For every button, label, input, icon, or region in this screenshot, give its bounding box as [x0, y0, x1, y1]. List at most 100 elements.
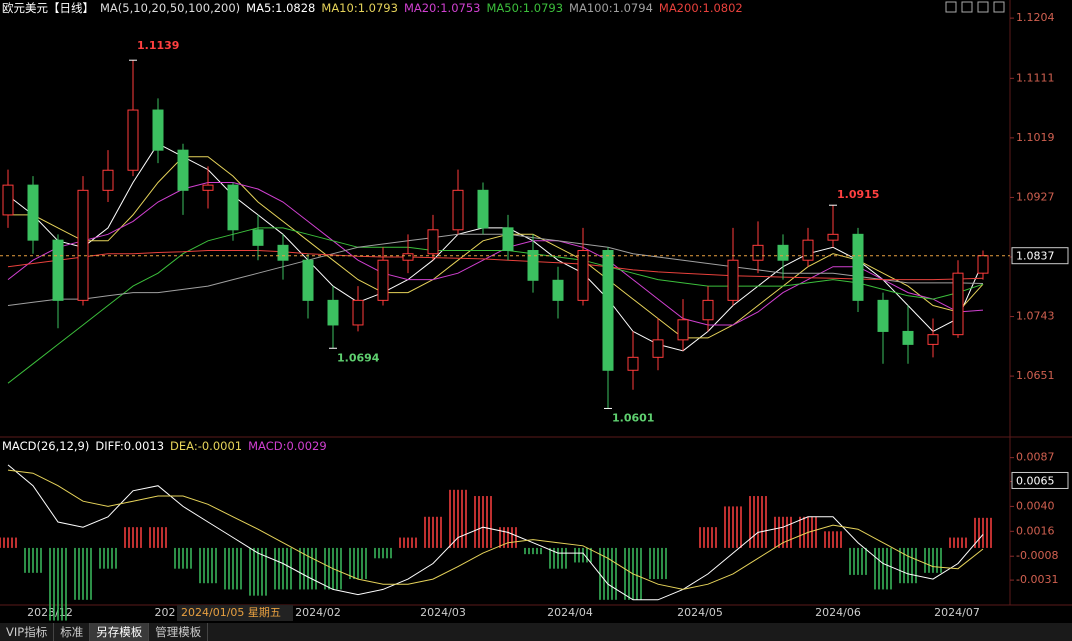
candle-body: [627, 356, 639, 371]
x-tick-label: 2024/05: [677, 606, 723, 619]
extreme-label: 1.0601: [612, 411, 654, 424]
tab[interactable]: 标准: [54, 623, 91, 641]
last-price-label: 1.0837: [1016, 250, 1055, 263]
candle-body: [702, 299, 714, 321]
candle-body: [202, 184, 214, 191]
candle-body: [477, 189, 489, 229]
cursor-value-box: [1011, 471, 1069, 489]
indicator-name: MA(5,10,20,50,100,200): [100, 1, 241, 15]
tab[interactable]: 管理模板: [149, 623, 209, 641]
legend-entry: MA10:1.0793: [321, 1, 398, 15]
candle-body: [302, 259, 314, 301]
legend-entry: MA50:1.0793: [486, 1, 564, 15]
ma-line: [7, 182, 984, 326]
candle-body: [577, 250, 589, 301]
candle-body: [277, 244, 289, 261]
candle-body: [777, 244, 789, 261]
candle-body: [427, 229, 439, 255]
candle-body: [377, 259, 389, 301]
candle-body: [727, 259, 739, 301]
legend-entry: DEA:-0.0001: [170, 439, 243, 453]
candle-body: [152, 109, 164, 151]
last-price-box: [1011, 247, 1069, 265]
cursor-label: 2024/01/05 星期五: [181, 606, 281, 619]
window-icons: [945, 1, 1005, 13]
candle-body: [527, 250, 539, 281]
extreme-label: 1.1139: [137, 39, 179, 52]
icon[interactable]: [977, 1, 989, 13]
y-tick-label: 0.0016: [1016, 524, 1055, 537]
ma-line: [7, 143, 984, 352]
x-tick-label: 202: [155, 606, 176, 619]
candle-body: [2, 184, 14, 216]
y-tick-label: 1.0743: [1016, 310, 1055, 323]
candle-body: [127, 109, 139, 171]
candle-body: [602, 250, 614, 371]
icon[interactable]: [961, 1, 973, 13]
macd-title: MACD(26,12,9): [2, 439, 90, 453]
candle-body: [27, 184, 39, 241]
candle-body: [877, 299, 889, 332]
cursor-value-label: 0.0065: [1016, 474, 1055, 487]
legend-entry: MA5:1.0828: [246, 1, 316, 15]
y-tick-label: 0.0040: [1016, 499, 1055, 512]
y-tick-label: -0.0008: [1016, 549, 1058, 562]
candle-body: [77, 189, 89, 301]
ma-line: [7, 233, 984, 306]
candle-body: [677, 319, 689, 341]
legend-entry: MA200:1.0802: [658, 1, 743, 15]
icon[interactable]: [993, 1, 1005, 13]
macd-line: [7, 469, 984, 590]
icon[interactable]: [945, 1, 957, 13]
candle-body: [652, 339, 664, 358]
candle-body: [177, 149, 189, 191]
candle-body: [452, 189, 464, 231]
candle-body: [952, 272, 964, 336]
ma-line: [7, 250, 984, 281]
y-tick-label: 1.1204: [1016, 11, 1055, 24]
candle-body: [352, 299, 364, 326]
candle-body: [802, 239, 814, 261]
candle-body: [752, 244, 764, 261]
candle-body: [827, 233, 839, 241]
macd-header: MACD(26,12,9) DIFF:0.0013 DEA:-0.0001 MACD…: [2, 438, 327, 454]
candle-body: [977, 255, 989, 274]
candle-body: [852, 233, 864, 301]
ma-line: [7, 227, 984, 384]
x-tick-label: 2024/07: [934, 606, 980, 619]
y-tick-label: 1.0651: [1016, 369, 1055, 382]
tab[interactable]: 另存模板: [90, 623, 150, 641]
x-tick-label: 2024/04: [547, 606, 593, 619]
price-header: 欧元美元【日线】 MA(5,10,20,50,100,200) MA5:1.08…: [2, 0, 743, 16]
candle-body: [927, 334, 939, 345]
candle-body: [52, 239, 64, 301]
y-tick-label: 1.1019: [1016, 131, 1055, 144]
tab[interactable]: VIP指标: [0, 623, 55, 641]
y-tick-label: 1.0927: [1016, 190, 1055, 203]
extreme-label: 1.0915: [837, 188, 879, 201]
legend-entry: MA100:1.0794: [569, 1, 653, 15]
y-tick-label: 1.1111: [1016, 71, 1055, 84]
extreme-label: 1.0694: [337, 351, 380, 364]
x-tick-label: 2024/02: [295, 606, 341, 619]
y-tick-label: -0.0031: [1016, 573, 1058, 586]
candle-body: [502, 227, 514, 252]
ma-line: [8, 156, 984, 339]
x-tick-label: 2024/06: [815, 606, 861, 619]
candle-body: [552, 279, 564, 301]
cursor-tag: [177, 605, 293, 621]
candle-body: [327, 299, 339, 326]
candle-body: [102, 169, 114, 191]
legend-entry: MA20:1.0753: [403, 1, 481, 15]
candle-body: [902, 330, 914, 345]
legend-entry: MACD:0.0029: [248, 439, 327, 453]
chart-title: 欧元美元【日线】: [2, 1, 94, 15]
y-tick-label: 0.0087: [1016, 451, 1055, 464]
candle-body: [402, 253, 414, 261]
candle-body: [252, 229, 264, 246]
tab-bar: VIP指标 标准 另存模板 管理模板: [0, 623, 1072, 641]
x-tick-label: 2024/03: [420, 606, 466, 619]
legend-entry: DIFF:0.0013: [95, 439, 165, 453]
